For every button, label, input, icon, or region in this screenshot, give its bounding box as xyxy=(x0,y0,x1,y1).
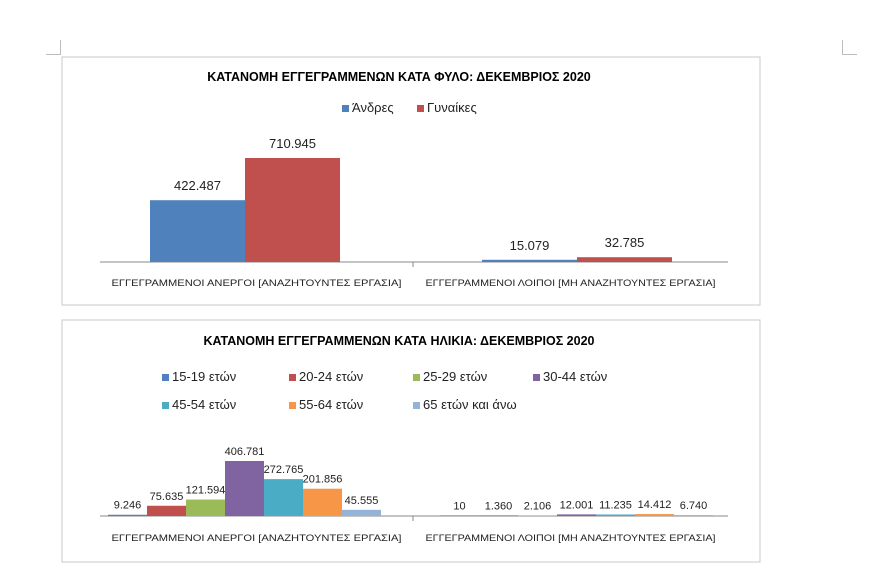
legend-item: 65 ετών και άνω xyxy=(413,397,517,412)
legend-swatch xyxy=(289,374,296,381)
legend-swatch xyxy=(162,374,169,381)
data-label: 272.765 xyxy=(264,464,304,476)
legend-item: 55-64 ετών xyxy=(289,397,363,412)
x-tick-label: ΕΓΓΕΓΡΑΜΜΕΝΟΙ ΑΝΕΡΓΟΙ [ΑΝΑΖΗΤΟΥΝΤΕΣ ΕΡΓΑ… xyxy=(112,533,402,544)
legend-item: Γυναίκες xyxy=(417,100,477,115)
data-label: 710.945 xyxy=(269,136,316,151)
legend-label: 45-54 ετών xyxy=(172,397,236,412)
data-label: 6.740 xyxy=(680,500,708,512)
data-label: 10 xyxy=(453,500,465,512)
bar xyxy=(482,259,577,262)
x-tick-label: ΕΓΓΕΓΡΑΜΜΕΝΟΙ ΛΟΙΠΟΙ [ΜΗ ΑΝΑΖΗΤΟΥΝΤΕΣ ΕΡ… xyxy=(426,533,716,544)
bar xyxy=(264,479,303,516)
bar xyxy=(245,158,340,262)
data-label: 9.246 xyxy=(114,500,142,512)
legend-label: 65 ετών και άνω xyxy=(423,397,517,412)
page-corner-mark-left xyxy=(46,40,61,55)
bar xyxy=(674,515,713,516)
bar xyxy=(479,515,518,516)
legend-item: 20-24 ετών xyxy=(289,369,363,384)
data-label: 32.785 xyxy=(605,235,645,250)
bar xyxy=(557,514,596,516)
legend-swatch xyxy=(162,402,169,409)
legend-label: 15-19 ετών xyxy=(172,369,236,384)
data-label: 406.781 xyxy=(225,446,265,458)
legend-swatch xyxy=(413,374,420,381)
legend-label: 25-29 ετών xyxy=(423,369,487,384)
bar xyxy=(225,461,264,516)
data-label: 201.856 xyxy=(303,474,343,486)
chart-1: ΚΑΤΑΝΟΜΗ ΕΓΓΕΓΡΑΜΜΕΝΩΝ ΚΑΤΑ ΦΥΛΟ: ΔΕΚΕΜΒ… xyxy=(61,56,761,306)
data-label: 75.635 xyxy=(150,491,184,503)
bar xyxy=(186,499,225,516)
bar xyxy=(440,515,479,516)
legend-label: 30-44 ετών xyxy=(543,369,607,384)
legend-swatch xyxy=(413,402,420,409)
legend-label: Άνδρες xyxy=(352,100,394,115)
legend-item: 45-54 ετών xyxy=(162,397,236,412)
data-label: 1.360 xyxy=(485,500,513,512)
bar xyxy=(108,514,147,516)
bar xyxy=(303,488,342,516)
page-corner-mark-right xyxy=(842,40,857,55)
legend-item: 30-44 ετών xyxy=(533,369,607,384)
legend-swatch xyxy=(417,105,424,112)
legend-label: 20-24 ετών xyxy=(299,369,363,384)
x-tick-label: ΕΓΓΕΓΡΑΜΜΕΝΟΙ ΑΝΕΡΓΟΙ [ΑΝΑΖΗΤΟΥΝΤΕΣ ΕΡΓΑ… xyxy=(112,278,402,289)
legend-label: 55-64 ετών xyxy=(299,397,363,412)
legend-label: Γυναίκες xyxy=(427,100,477,115)
bar xyxy=(596,514,635,516)
data-label: 2.106 xyxy=(524,500,552,512)
legend-item: Άνδρες xyxy=(342,100,394,115)
chart-title: ΚΑΤΑΝΟΜΗ ΕΓΓΕΓΡΑΜΜΕΝΩΝ ΚΑΤΑ ΦΥΛΟ: ΔΕΚΕΜΒ… xyxy=(207,70,591,84)
bar xyxy=(518,515,557,516)
data-label: 121.594 xyxy=(186,485,226,497)
bar xyxy=(150,200,245,262)
bar xyxy=(147,505,186,516)
chart-title: ΚΑΤΑΝΟΜΗ ΕΓΓΕΓΡΑΜΜΕΝΩΝ ΚΑΤΑ ΗΛΙΚΙΑ: ΔΕΚΕ… xyxy=(204,334,595,348)
data-label: 12.001 xyxy=(560,499,594,511)
chart-2: ΚΑΤΑΝΟΜΗ ΕΓΓΕΓΡΑΜΜΕΝΩΝ ΚΑΤΑ ΗΛΙΚΙΑ: ΔΕΚΕ… xyxy=(61,319,761,563)
data-label: 15.079 xyxy=(510,238,550,253)
legend-item: 25-29 ετών xyxy=(413,369,487,384)
data-label: 45.555 xyxy=(345,495,379,507)
bar xyxy=(635,514,674,516)
bar xyxy=(342,509,381,516)
data-label: 11.235 xyxy=(599,499,632,511)
legend-item: 15-19 ετών xyxy=(162,369,236,384)
legend-swatch xyxy=(533,374,540,381)
chart-frame xyxy=(61,319,761,563)
chart-frame xyxy=(61,56,761,306)
legend-swatch xyxy=(342,105,349,112)
x-tick-label: ΕΓΓΕΓΡΑΜΜΕΝΟΙ ΛΟΙΠΟΙ [ΜΗ ΑΝΑΖΗΤΟΥΝΤΕΣ ΕΡ… xyxy=(426,278,716,289)
bar xyxy=(577,257,672,262)
data-label: 14.412 xyxy=(638,499,672,511)
legend-swatch xyxy=(289,402,296,409)
data-label: 422.487 xyxy=(174,178,221,193)
